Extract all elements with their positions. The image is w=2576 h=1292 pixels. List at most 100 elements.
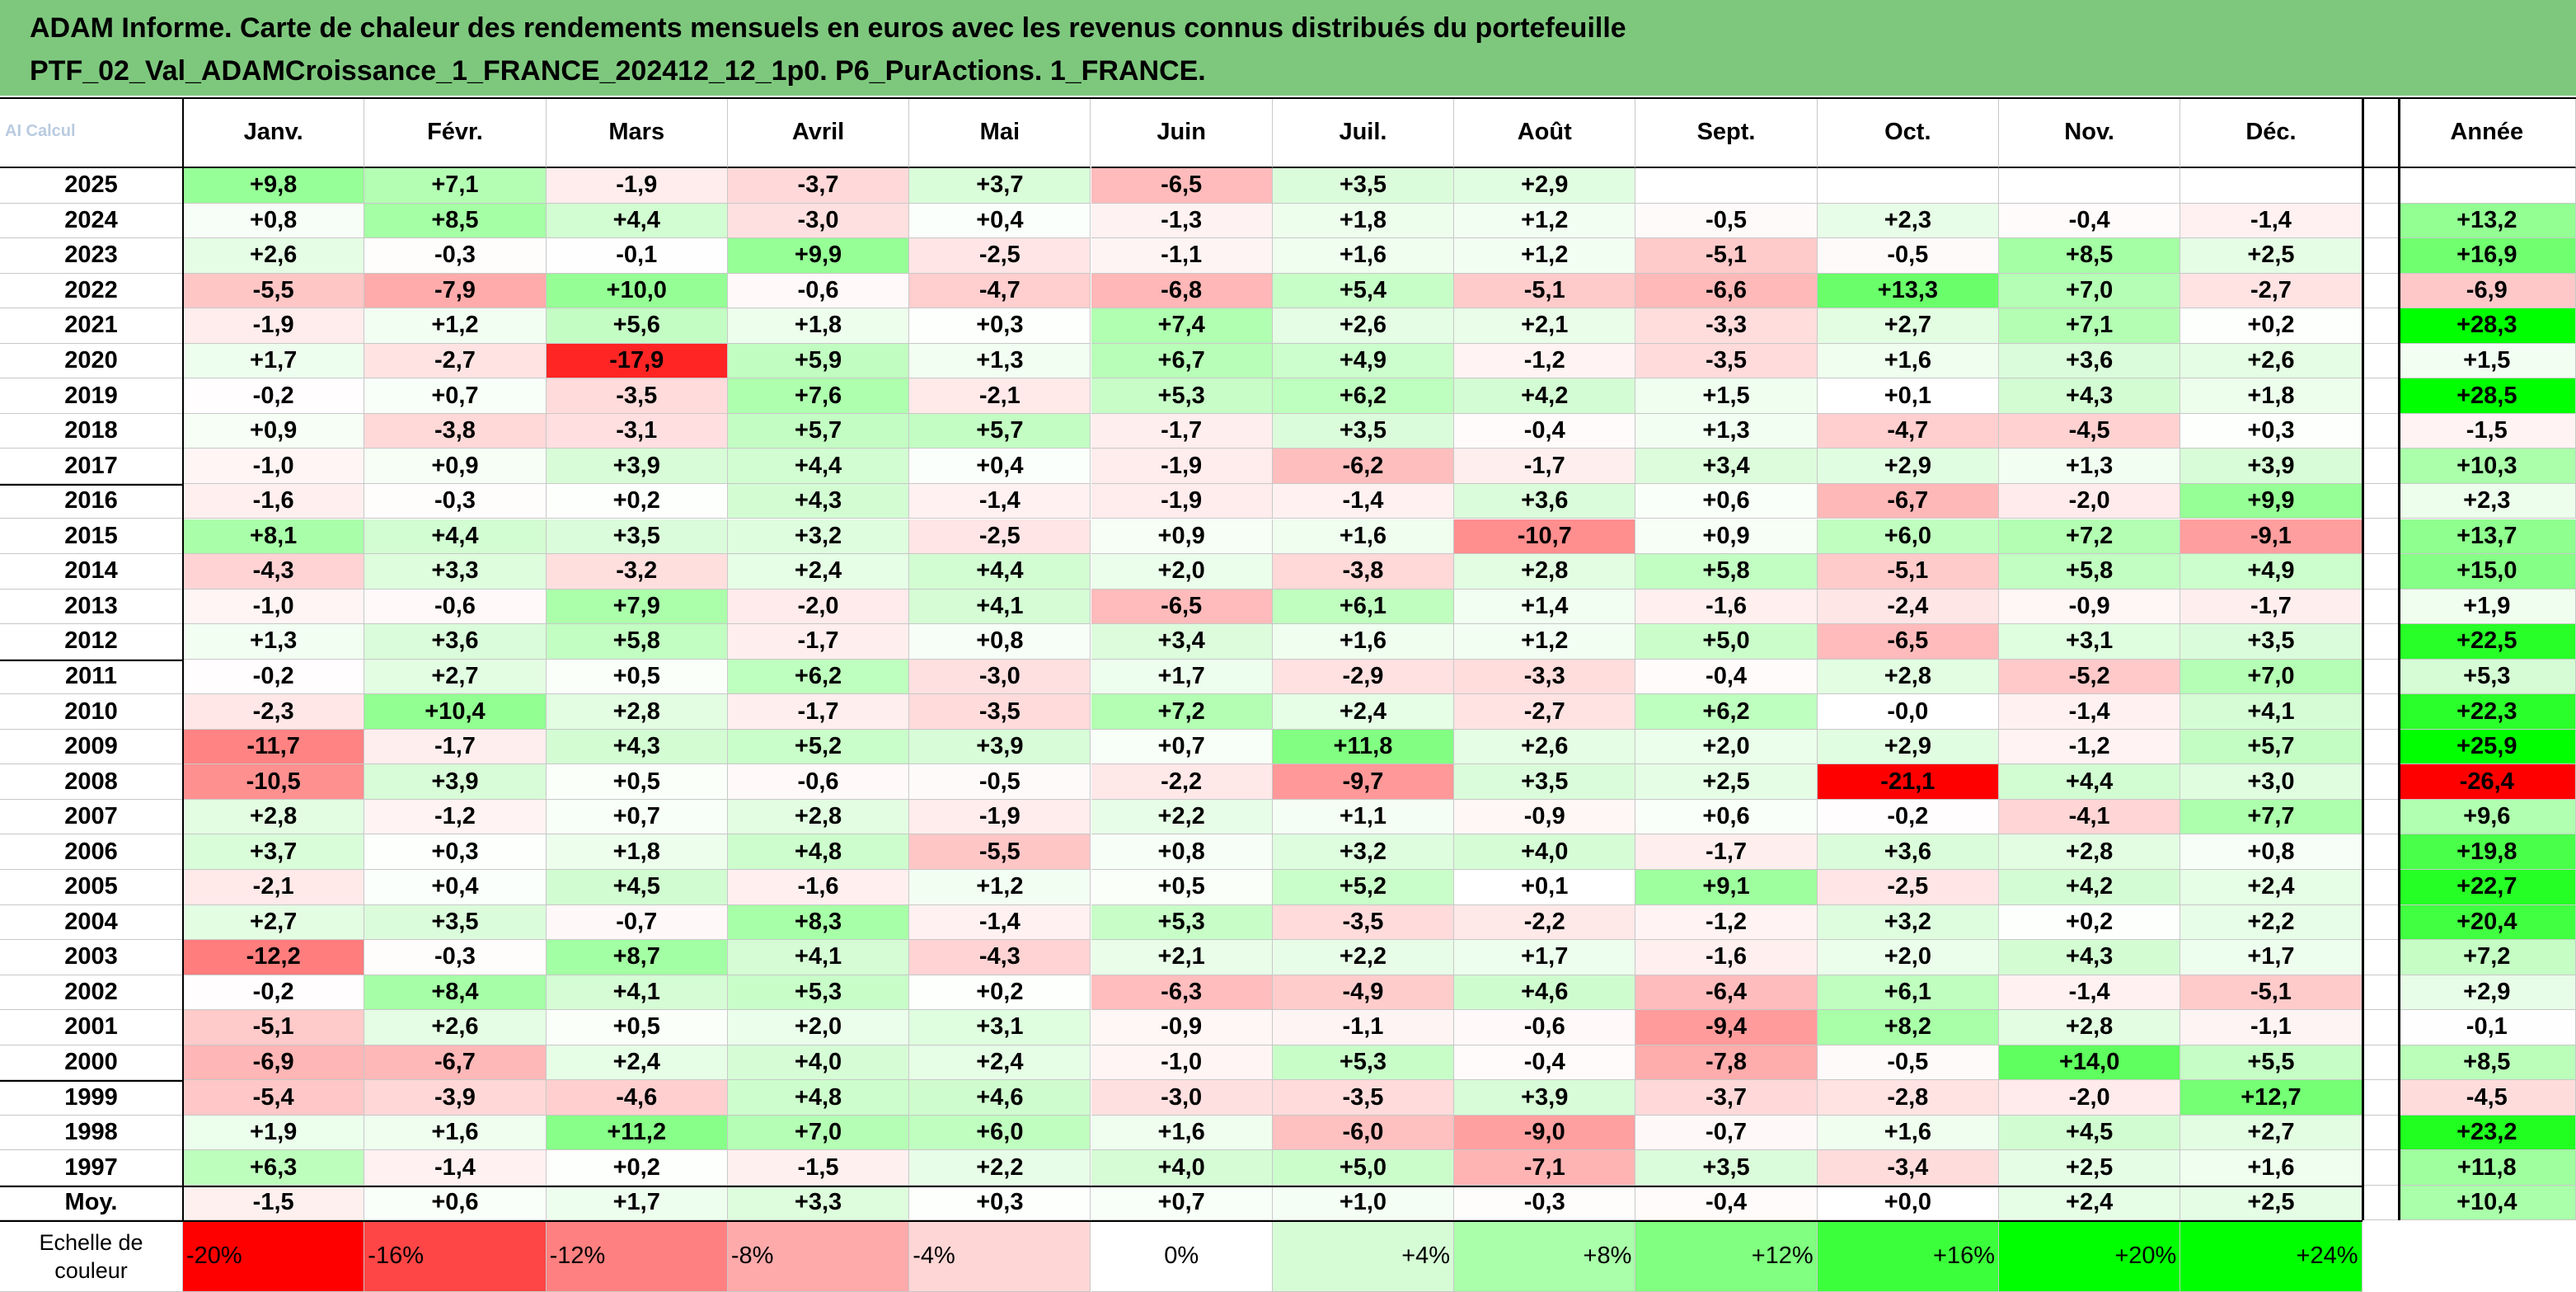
heatmap-cell-1997-11: +2,5 xyxy=(1999,1150,2181,1186)
annual-cell-1998: +23,2 xyxy=(2398,1115,2576,1151)
heatmap-cell-2020-12: +2,6 xyxy=(2180,343,2363,379)
heatmap-cell-2002-12: -5,1 xyxy=(2180,975,2363,1011)
heatmap-cell-2023-2: -0,3 xyxy=(364,238,547,274)
heatmap-cell-2016-1: -1,6 xyxy=(183,483,365,519)
column-header-annual: Année xyxy=(2398,97,2576,168)
heatmap-cell-2015-9: +0,9 xyxy=(1635,519,1818,555)
heatmap-cell-2023-8: +1,2 xyxy=(1454,238,1636,274)
heatmap-cell-2015-1: +8,1 xyxy=(183,519,365,555)
heatmap-cell-2005-6: +0,5 xyxy=(1091,870,1273,905)
color-scale-step-3: -12% xyxy=(546,1221,728,1292)
heatmap-cell-2009-4: +5,2 xyxy=(727,729,910,765)
row-label-1997: 1997 xyxy=(0,1150,183,1186)
heatmap-cell-2003-8: +1,7 xyxy=(1454,940,1636,975)
row-label-2006: 2006 xyxy=(0,834,183,870)
heatmap-cell-2025-8: +2,9 xyxy=(1454,168,1636,204)
heatmap-cell-2018-6: -1,7 xyxy=(1091,413,1273,449)
heatmap-cell-2019-10: +0,1 xyxy=(1817,378,1999,414)
heatmap-cell-2012-11: +3,1 xyxy=(1999,624,2181,660)
heatmap-cell-2014-1: -4,3 xyxy=(183,554,365,590)
heatmap-cell-2005-9: +9,1 xyxy=(1635,870,1818,905)
heatmap-cell-2008-7: -9,7 xyxy=(1272,764,1455,800)
heatmap-cell-2022-3: +10,0 xyxy=(546,273,728,309)
heatmap-cell-2001-1: -5,1 xyxy=(183,1010,365,1045)
heatmap-cell-2003-1: -12,2 xyxy=(183,940,365,975)
heatmap-cell-2000-10: -0,5 xyxy=(1817,1045,1999,1081)
heatmap-cell-2022-5: -4,7 xyxy=(909,273,1091,309)
heatmap-cell-2000-2: -6,7 xyxy=(364,1045,547,1081)
heatmap-cell-2012-3: +5,8 xyxy=(546,624,728,660)
heatmap-cell-2011-9: -0,4 xyxy=(1635,659,1818,695)
heatmap-cell-2005-10: -2,5 xyxy=(1817,870,1999,905)
separator-before-gap xyxy=(2361,97,2364,1220)
heatmap-cell-2017-4: +4,4 xyxy=(727,449,910,484)
gap-cell xyxy=(2362,554,2399,590)
row-label-2015: 2015 xyxy=(0,519,183,555)
heatmap-cell-2004-2: +3,5 xyxy=(364,904,547,941)
row-label-2025: 2025 xyxy=(0,168,183,204)
heatmap-cell-2004-1: +2,7 xyxy=(183,904,365,941)
heatmap-cell-2012-1: +1,3 xyxy=(183,624,365,660)
heatmap-cell-2021-12: +0,2 xyxy=(2180,308,2363,344)
heatmap-cell-2010-3: +2,8 xyxy=(546,694,728,730)
heatmap-cell-2002-2: +8,4 xyxy=(364,975,547,1011)
row-label-2012: 2012 xyxy=(0,624,183,660)
row-label-2011: 2011 xyxy=(0,659,183,695)
heatmap-cell-2012-10: -6,5 xyxy=(1817,624,1999,660)
gap-cell xyxy=(2362,904,2399,941)
heatmap-cell-2013-12: -1,7 xyxy=(2180,589,2363,625)
heatmap-cell-2011-3: +0,5 xyxy=(546,659,728,695)
heatmap-cell-2024-11: -0,4 xyxy=(1999,203,2181,239)
heatmap-cell-2005-12: +2,4 xyxy=(2180,870,2363,905)
row-label-2001: 2001 xyxy=(0,1010,183,1045)
gap-cell xyxy=(2362,238,2399,274)
column-header-3: Mars xyxy=(546,97,728,168)
heatmap-cell-1998-8: -9,0 xyxy=(1454,1115,1636,1151)
heatmap-cell-2023-6: -1,1 xyxy=(1091,238,1273,274)
gap-cell xyxy=(2362,483,2399,519)
heatmap-cell-2016-10: -6,7 xyxy=(1817,483,1999,519)
heatmap-cell-1999-4: +4,8 xyxy=(727,1080,910,1116)
annual-cell-1997: +11,8 xyxy=(2398,1150,2576,1186)
heatmap-cell-2016-11: -2,0 xyxy=(1999,483,2181,519)
heatmap-cell-2024-5: +0,4 xyxy=(909,203,1091,239)
heatmap-cell-2008-4: -0,6 xyxy=(727,764,910,800)
row-label-2003: 2003 xyxy=(0,940,183,975)
gap-cell xyxy=(2362,589,2399,625)
heatmap-cell-2025-2: +7,1 xyxy=(364,168,547,204)
heatmap-cell-2008-5: -0,5 xyxy=(909,764,1091,800)
heatmap-cell-2025-5: +3,7 xyxy=(909,168,1091,204)
heatmap-cell-2002-4: +5,3 xyxy=(727,975,910,1011)
row-label-1999: 1999 xyxy=(0,1080,183,1116)
heatmap-cell-2001-12: -1,1 xyxy=(2180,1010,2363,1045)
annual-cell-2022: -6,9 xyxy=(2398,273,2576,309)
heatmap-cell-1998-3: +11,2 xyxy=(546,1115,728,1151)
corner-cell: AI Calcul xyxy=(0,97,183,168)
heatmap-cell-2004-5: -1,4 xyxy=(909,904,1091,941)
heatmap-cell-2010-2: +10,4 xyxy=(364,694,547,730)
heatmap-cell-2006-9: -1,7 xyxy=(1635,834,1818,870)
heatmap-cell-2012-2: +3,6 xyxy=(364,624,547,660)
heatmap-cell-2019-4: +7,6 xyxy=(727,378,910,414)
average-cell-10: +0,0 xyxy=(1817,1185,1999,1220)
average-cell-8: -0,3 xyxy=(1454,1185,1636,1220)
row-label-2000: 2000 xyxy=(0,1045,183,1081)
watermark-text: AI Calcul xyxy=(5,122,76,140)
heatmap-cell-1999-10: -2,8 xyxy=(1817,1080,1999,1116)
heatmap-cell-2009-2: -1,7 xyxy=(364,729,547,765)
heatmap-cell-2019-9: +1,5 xyxy=(1635,378,1818,414)
gap-cell xyxy=(2362,834,2399,870)
gap-cell xyxy=(2362,203,2399,239)
heatmap-cell-2012-8: +1,2 xyxy=(1454,624,1636,660)
heatmap-cell-1999-3: -4,6 xyxy=(546,1080,728,1116)
heatmap-cell-2007-12: +7,7 xyxy=(2180,799,2363,835)
column-header-10: Oct. xyxy=(1817,97,1999,168)
heatmap-cell-1998-11: +4,5 xyxy=(1999,1115,2181,1151)
heatmap-cell-2010-4: -1,7 xyxy=(727,694,910,730)
heatmap-cell-2007-5: -1,9 xyxy=(909,799,1091,835)
heatmap-cell-2021-7: +2,6 xyxy=(1272,308,1455,344)
heatmap-cell-2018-5: +5,7 xyxy=(909,413,1091,449)
heatmap-cell-2020-4: +5,9 xyxy=(727,343,910,379)
heatmap-cell-2016-5: -1,4 xyxy=(909,483,1091,519)
heatmap-cell-2007-4: +2,8 xyxy=(727,799,910,835)
